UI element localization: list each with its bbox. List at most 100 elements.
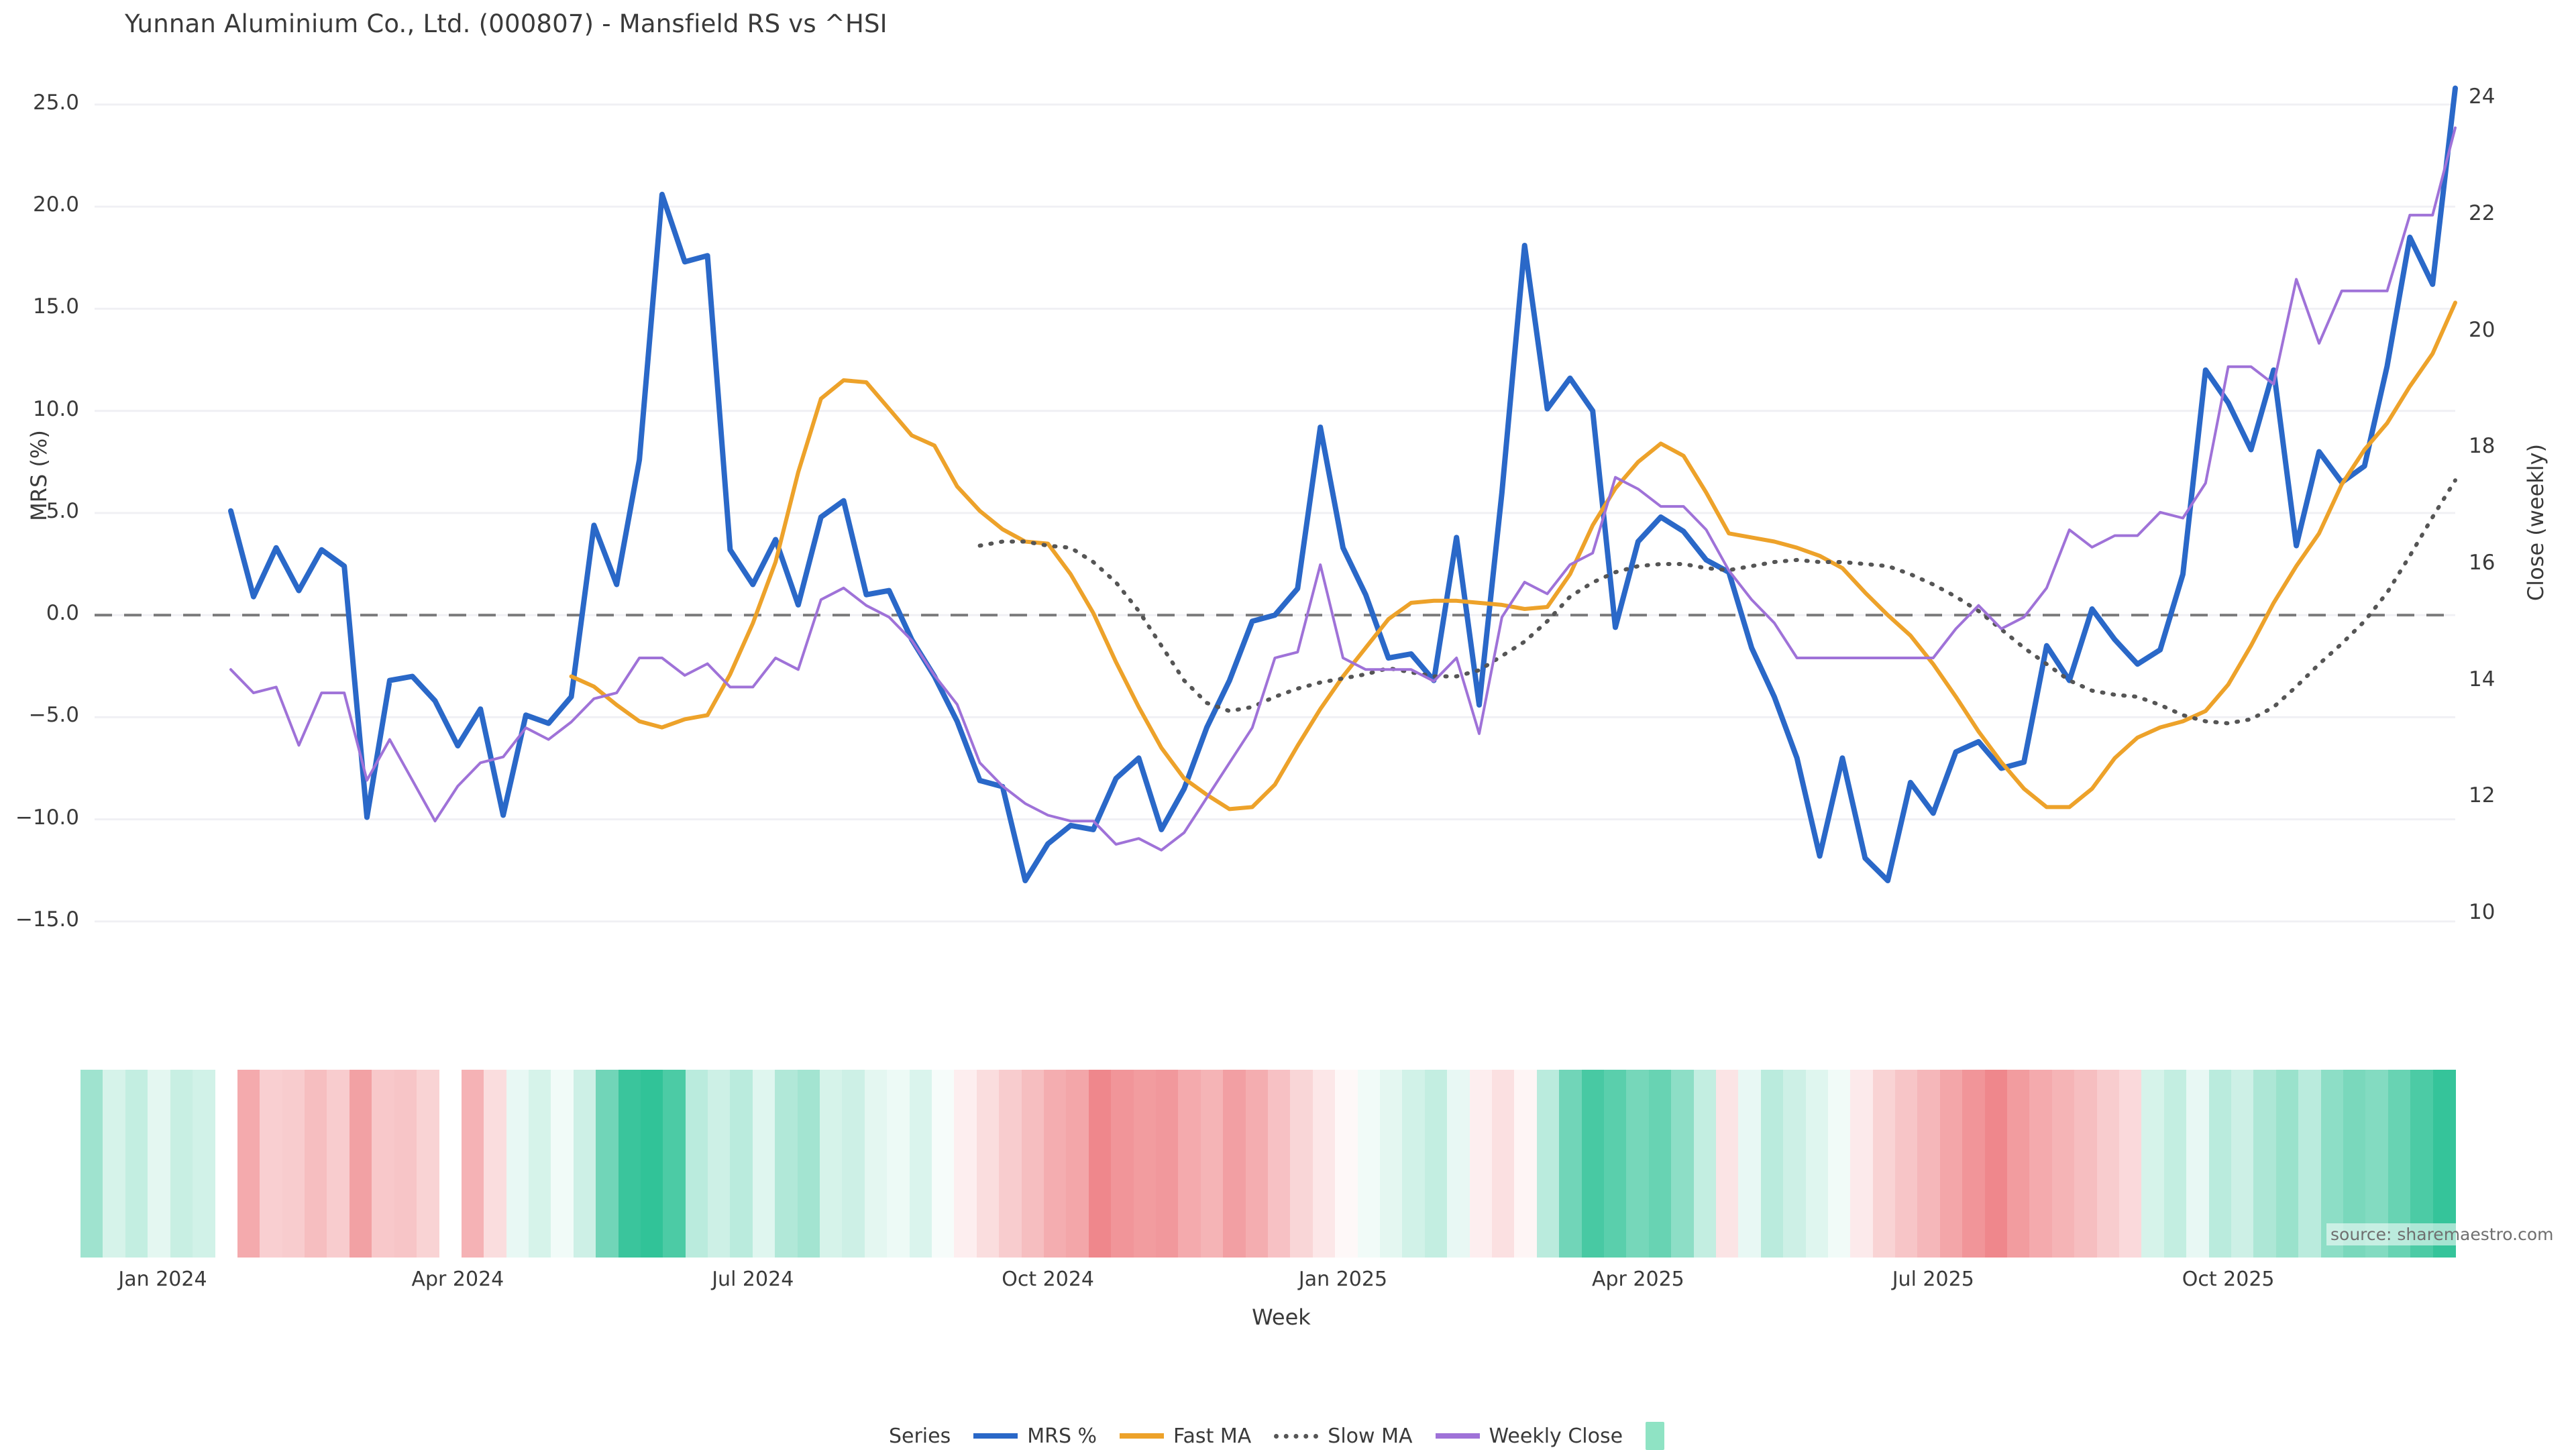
heat-band xyxy=(148,1070,171,1258)
heat-band xyxy=(80,1070,104,1258)
x-axis-tick: Apr 2025 xyxy=(1591,1268,1684,1291)
y-axis-right-tick: 12 xyxy=(2469,783,2496,808)
heat-band xyxy=(1335,1070,1358,1258)
heat-band xyxy=(1044,1070,1067,1258)
heat-band xyxy=(2051,1070,2075,1258)
legend-entry[interactable]: Slow MA xyxy=(1274,1424,1413,1448)
heat-band xyxy=(394,1070,417,1258)
heat-band xyxy=(260,1070,283,1258)
legend-label: Fast MA xyxy=(1173,1424,1252,1448)
legend-label: Weekly Close xyxy=(1489,1424,1623,1448)
x-axis-tick: Jan 2025 xyxy=(1298,1268,1388,1291)
heat-band xyxy=(1133,1070,1157,1258)
x-axis-tick: Jan 2024 xyxy=(118,1268,207,1291)
heat-band xyxy=(1671,1070,1695,1258)
y-axis-left-tick: 25.0 xyxy=(32,90,79,115)
heat-band xyxy=(1850,1070,1874,1258)
heat-band xyxy=(282,1070,305,1258)
heat-band xyxy=(1491,1070,1515,1258)
heat-band xyxy=(1783,1070,1807,1258)
heat-band xyxy=(1245,1070,1269,1258)
heat-band xyxy=(327,1070,350,1258)
heat-band xyxy=(842,1070,865,1258)
heat-band xyxy=(1939,1070,1963,1258)
heat-band xyxy=(528,1070,552,1258)
heat-band xyxy=(1626,1070,1650,1258)
heat-band xyxy=(2096,1070,2120,1258)
heat-band xyxy=(2253,1070,2277,1258)
heat-band xyxy=(461,1070,484,1258)
heat-band xyxy=(685,1070,708,1258)
heat-band xyxy=(1559,1070,1582,1258)
y-axis-right-tick: 22 xyxy=(2469,201,2496,225)
heat-band xyxy=(887,1070,910,1258)
heat-band xyxy=(103,1070,126,1258)
heat-band xyxy=(909,1070,932,1258)
x-axis-tick: Oct 2024 xyxy=(1002,1268,1095,1291)
heat-band xyxy=(1648,1070,1672,1258)
x-axis-tick: Jul 2025 xyxy=(1892,1268,1974,1291)
x-axis-tick: Apr 2024 xyxy=(411,1268,504,1291)
heat-band xyxy=(663,1070,686,1258)
heat-band xyxy=(1021,1070,1044,1258)
heat-band xyxy=(1268,1070,1291,1258)
heat-band xyxy=(1984,1070,2008,1258)
heat-band xyxy=(1111,1070,1134,1258)
heat-band xyxy=(1693,1070,1717,1258)
y-axis-left-tick: 10.0 xyxy=(32,396,79,421)
y-axis-right-tick: 10 xyxy=(2469,900,2496,925)
heat-band xyxy=(618,1070,641,1258)
heat-band xyxy=(708,1070,731,1258)
heat-band xyxy=(237,1070,260,1258)
heat-band xyxy=(1200,1070,1224,1258)
heat-band xyxy=(2275,1070,2299,1258)
heat-band xyxy=(1312,1070,1336,1258)
heat-band xyxy=(2208,1070,2232,1258)
heat-band xyxy=(640,1070,663,1258)
y-axis-left-tick: 15.0 xyxy=(32,294,79,319)
heat-band xyxy=(1290,1070,1313,1258)
heat-band xyxy=(2074,1070,2098,1258)
legend-entry[interactable]: MRS % xyxy=(973,1425,1097,1448)
legend-entry[interactable]: Weekly Close xyxy=(1435,1424,1623,1448)
x-axis-tick: Oct 2025 xyxy=(2182,1268,2275,1291)
legend-swatch xyxy=(1120,1433,1165,1439)
y-axis-left-tick: 0.0 xyxy=(46,601,79,626)
heat-band xyxy=(1223,1070,1246,1258)
legend-entry[interactable]: Fast MA xyxy=(1120,1425,1251,1448)
y-axis-right-tick: 18 xyxy=(2469,434,2496,459)
y-axis-right-tick: 24 xyxy=(2469,85,2496,109)
heat-band xyxy=(752,1070,775,1258)
heat-band xyxy=(2298,1070,2322,1258)
heat-band xyxy=(192,1070,216,1258)
heat-band xyxy=(2029,1070,2053,1258)
heat-band xyxy=(864,1070,888,1258)
heat-band xyxy=(170,1070,193,1258)
heat-band xyxy=(820,1070,843,1258)
heat-band xyxy=(999,1070,1022,1258)
legend-swatch xyxy=(1274,1433,1319,1439)
heat-band xyxy=(125,1070,148,1258)
heat-band xyxy=(1514,1070,1538,1258)
heat-band xyxy=(1715,1070,1739,1258)
legend-entry[interactable] xyxy=(1646,1422,1665,1450)
heat-band xyxy=(372,1070,395,1258)
y-axis-left-tick: 5.0 xyxy=(46,498,79,523)
heat-band xyxy=(573,1070,596,1258)
heat-band xyxy=(1379,1070,1403,1258)
heat-band xyxy=(551,1070,574,1258)
legend-label: MRS % xyxy=(1027,1424,1097,1448)
heat-band xyxy=(1469,1070,1493,1258)
y-axis-left-tick: −5.0 xyxy=(28,703,79,728)
legend-title: Series xyxy=(888,1424,951,1448)
heat-band xyxy=(1827,1070,1851,1258)
heat-band xyxy=(1917,1070,1941,1258)
y-axis-left-tick: −10.0 xyxy=(15,805,79,830)
chart-title: Yunnan Aluminium Co., Ltd. (000807) - Ma… xyxy=(125,9,888,38)
legend-label: Slow MA xyxy=(1328,1424,1413,1448)
heat-band xyxy=(1402,1070,1426,1258)
heat-band xyxy=(1156,1070,1179,1258)
heat-band xyxy=(1872,1070,1896,1258)
y-axis-right-tick: 20 xyxy=(2469,317,2496,342)
